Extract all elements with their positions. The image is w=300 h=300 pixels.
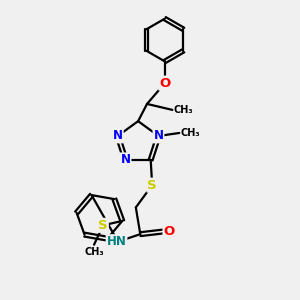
Text: O: O bbox=[164, 225, 175, 238]
Text: CH₃: CH₃ bbox=[181, 128, 200, 138]
Text: CH₃: CH₃ bbox=[174, 105, 194, 115]
Text: N: N bbox=[154, 130, 164, 142]
Text: S: S bbox=[98, 219, 108, 232]
Text: N: N bbox=[113, 130, 123, 142]
Text: HN: HN bbox=[106, 235, 126, 248]
Text: O: O bbox=[159, 76, 170, 90]
Text: S: S bbox=[147, 178, 157, 192]
Text: N: N bbox=[121, 153, 130, 167]
Text: CH₃: CH₃ bbox=[84, 247, 104, 257]
